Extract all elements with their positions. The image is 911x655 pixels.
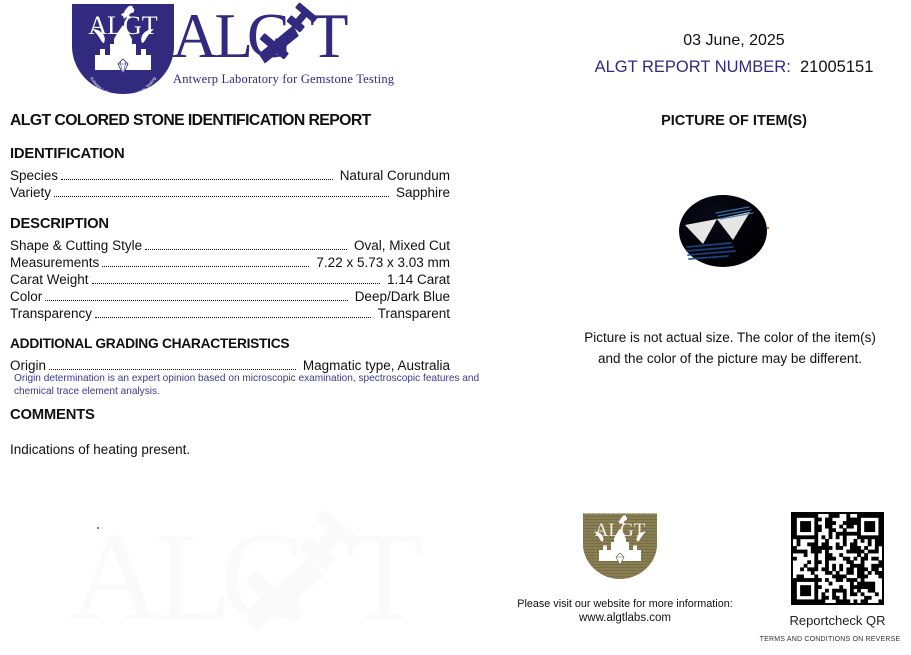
svg-text:AL: AL xyxy=(70,508,226,647)
svg-text:AL: AL xyxy=(172,1,250,71)
svg-text:T: T xyxy=(310,1,348,71)
svg-text:T: T xyxy=(346,508,423,647)
